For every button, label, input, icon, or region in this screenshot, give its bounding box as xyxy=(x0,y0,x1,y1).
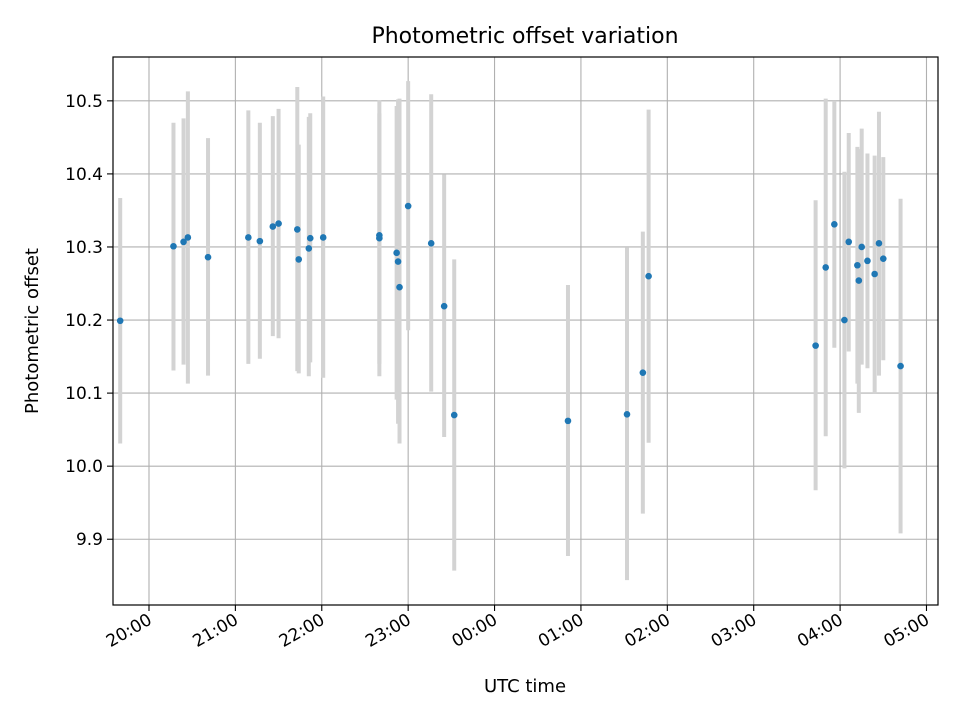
data-point xyxy=(393,249,400,257)
data-point xyxy=(305,245,313,252)
data-point xyxy=(897,362,904,370)
data-point xyxy=(841,316,848,324)
y-tick-label: 10.5 xyxy=(65,92,103,112)
data-point xyxy=(564,417,572,425)
y-tick-label: 9.9 xyxy=(76,530,103,550)
data-point xyxy=(404,202,412,210)
data-point xyxy=(831,221,838,228)
data-point xyxy=(427,240,435,247)
data-point xyxy=(394,258,402,265)
plot-frame xyxy=(112,56,939,606)
data-point xyxy=(293,226,301,233)
y-tick-label: 10.3 xyxy=(65,238,103,258)
y-tick-label: 10.1 xyxy=(65,384,103,404)
data-point xyxy=(855,277,863,284)
data-point xyxy=(864,257,871,265)
data-point xyxy=(623,410,631,418)
data-point xyxy=(871,270,878,278)
data-point xyxy=(450,411,458,419)
data-point xyxy=(275,220,282,227)
data-point xyxy=(116,317,124,325)
data-point xyxy=(184,234,192,241)
data-point xyxy=(812,342,819,349)
y-tick-label: 10.2 xyxy=(65,311,103,331)
data-point xyxy=(204,253,212,261)
chart-title: Photometric offset variation xyxy=(371,24,678,49)
data-point xyxy=(879,255,887,262)
data-point xyxy=(180,238,187,246)
data-point xyxy=(269,223,277,230)
data-point xyxy=(875,240,883,247)
data-point xyxy=(376,234,383,242)
data-point xyxy=(639,369,647,376)
data-point xyxy=(440,302,448,310)
data-point xyxy=(295,256,303,263)
data-point xyxy=(822,264,829,271)
data-point xyxy=(645,272,652,280)
data-point xyxy=(858,243,865,251)
y-tick-label: 10.4 xyxy=(65,165,103,185)
data-point xyxy=(854,261,861,269)
data-point xyxy=(256,237,264,245)
data-point xyxy=(245,234,252,241)
x-axis-label: UTC time xyxy=(484,676,566,697)
data-point xyxy=(306,234,314,242)
data-point xyxy=(845,238,853,246)
y-axis-label: Photometric offset xyxy=(22,248,43,414)
y-tick-label: 10.0 xyxy=(65,457,103,477)
data-point xyxy=(396,283,403,291)
data-point xyxy=(319,234,327,241)
data-point xyxy=(170,242,177,250)
data-points xyxy=(116,202,904,425)
